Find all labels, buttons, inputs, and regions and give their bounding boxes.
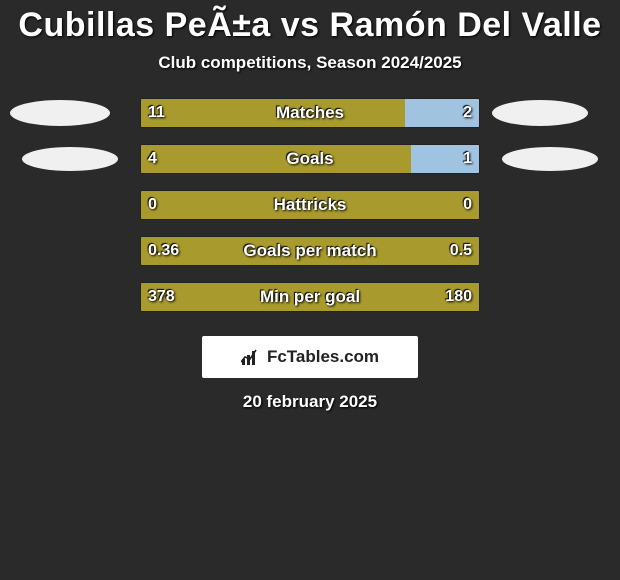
value-right: 180 bbox=[437, 282, 480, 312]
value-right: 1 bbox=[455, 144, 480, 174]
stat-row: 0.360.5Goals per match bbox=[0, 236, 620, 282]
value-left: 11 bbox=[140, 98, 173, 128]
stat-row: 112Matches bbox=[0, 98, 620, 144]
value-left: 378 bbox=[140, 282, 183, 312]
page-title: Cubillas PeÃ±a vs Ramón Del Valle bbox=[0, 0, 620, 45]
decorative-ellipse bbox=[22, 147, 118, 171]
decorative-ellipse bbox=[502, 147, 598, 171]
brand-row: FcTables.com bbox=[0, 336, 620, 378]
stat-row: 41Goals bbox=[0, 144, 620, 190]
bar-left bbox=[141, 237, 479, 265]
value-right: 0 bbox=[455, 190, 480, 220]
bar-track bbox=[140, 236, 480, 266]
bar-track bbox=[140, 282, 480, 312]
value-right: 0.5 bbox=[442, 236, 480, 266]
value-left: 0.36 bbox=[140, 236, 187, 266]
chart-area: 112Matches41Goals00Hattricks0.360.5Goals… bbox=[0, 98, 620, 328]
bar-left bbox=[141, 99, 405, 127]
stat-row: 378180Min per goal bbox=[0, 282, 620, 328]
value-right: 2 bbox=[455, 98, 480, 128]
brand-badge[interactable]: FcTables.com bbox=[202, 336, 418, 378]
bar-track bbox=[140, 98, 480, 128]
decorative-ellipse bbox=[10, 100, 110, 126]
value-left: 4 bbox=[140, 144, 165, 174]
decorative-ellipse bbox=[492, 100, 588, 126]
comparison-infographic: Cubillas PeÃ±a vs Ramón Del Valle Club c… bbox=[0, 0, 620, 580]
bar-left bbox=[141, 283, 479, 311]
bar-track bbox=[140, 190, 480, 220]
date-label: 20 february 2025 bbox=[0, 392, 620, 412]
stat-row: 00Hattricks bbox=[0, 190, 620, 236]
bar-left bbox=[141, 191, 479, 219]
bar-left bbox=[141, 145, 411, 173]
value-left: 0 bbox=[140, 190, 165, 220]
bar-chart-icon bbox=[241, 348, 261, 366]
subtitle: Club competitions, Season 2024/2025 bbox=[0, 53, 620, 73]
brand-text: FcTables.com bbox=[267, 347, 379, 367]
bar-track bbox=[140, 144, 480, 174]
